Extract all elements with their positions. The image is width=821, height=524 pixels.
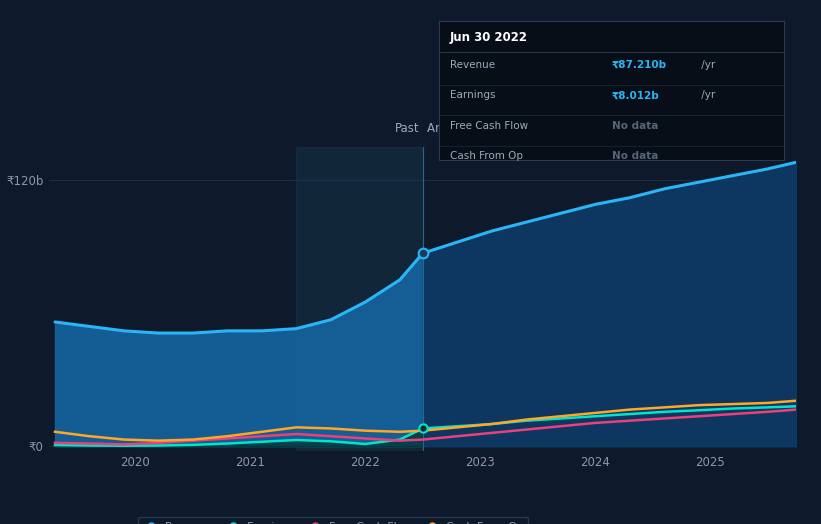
Text: Analysts Forecasts: Analysts Forecasts xyxy=(427,122,536,135)
Text: Past: Past xyxy=(394,122,419,135)
Text: No data: No data xyxy=(612,121,658,131)
Text: Cash From Op: Cash From Op xyxy=(450,151,523,161)
Text: Jun 30 2022: Jun 30 2022 xyxy=(450,31,528,44)
Text: /yr: /yr xyxy=(698,60,715,70)
Text: /yr: /yr xyxy=(698,91,715,101)
Text: No data: No data xyxy=(612,151,658,161)
Text: ₹8.012b: ₹8.012b xyxy=(612,91,659,101)
Text: ₹87.210b: ₹87.210b xyxy=(612,60,667,70)
Text: Earnings: Earnings xyxy=(450,91,495,101)
Text: Revenue: Revenue xyxy=(450,60,495,70)
Bar xyxy=(296,147,423,451)
Text: Free Cash Flow: Free Cash Flow xyxy=(450,121,528,131)
Legend: Revenue, Earnings, Free Cash Flow, Cash From Op: Revenue, Earnings, Free Cash Flow, Cash … xyxy=(138,517,528,524)
